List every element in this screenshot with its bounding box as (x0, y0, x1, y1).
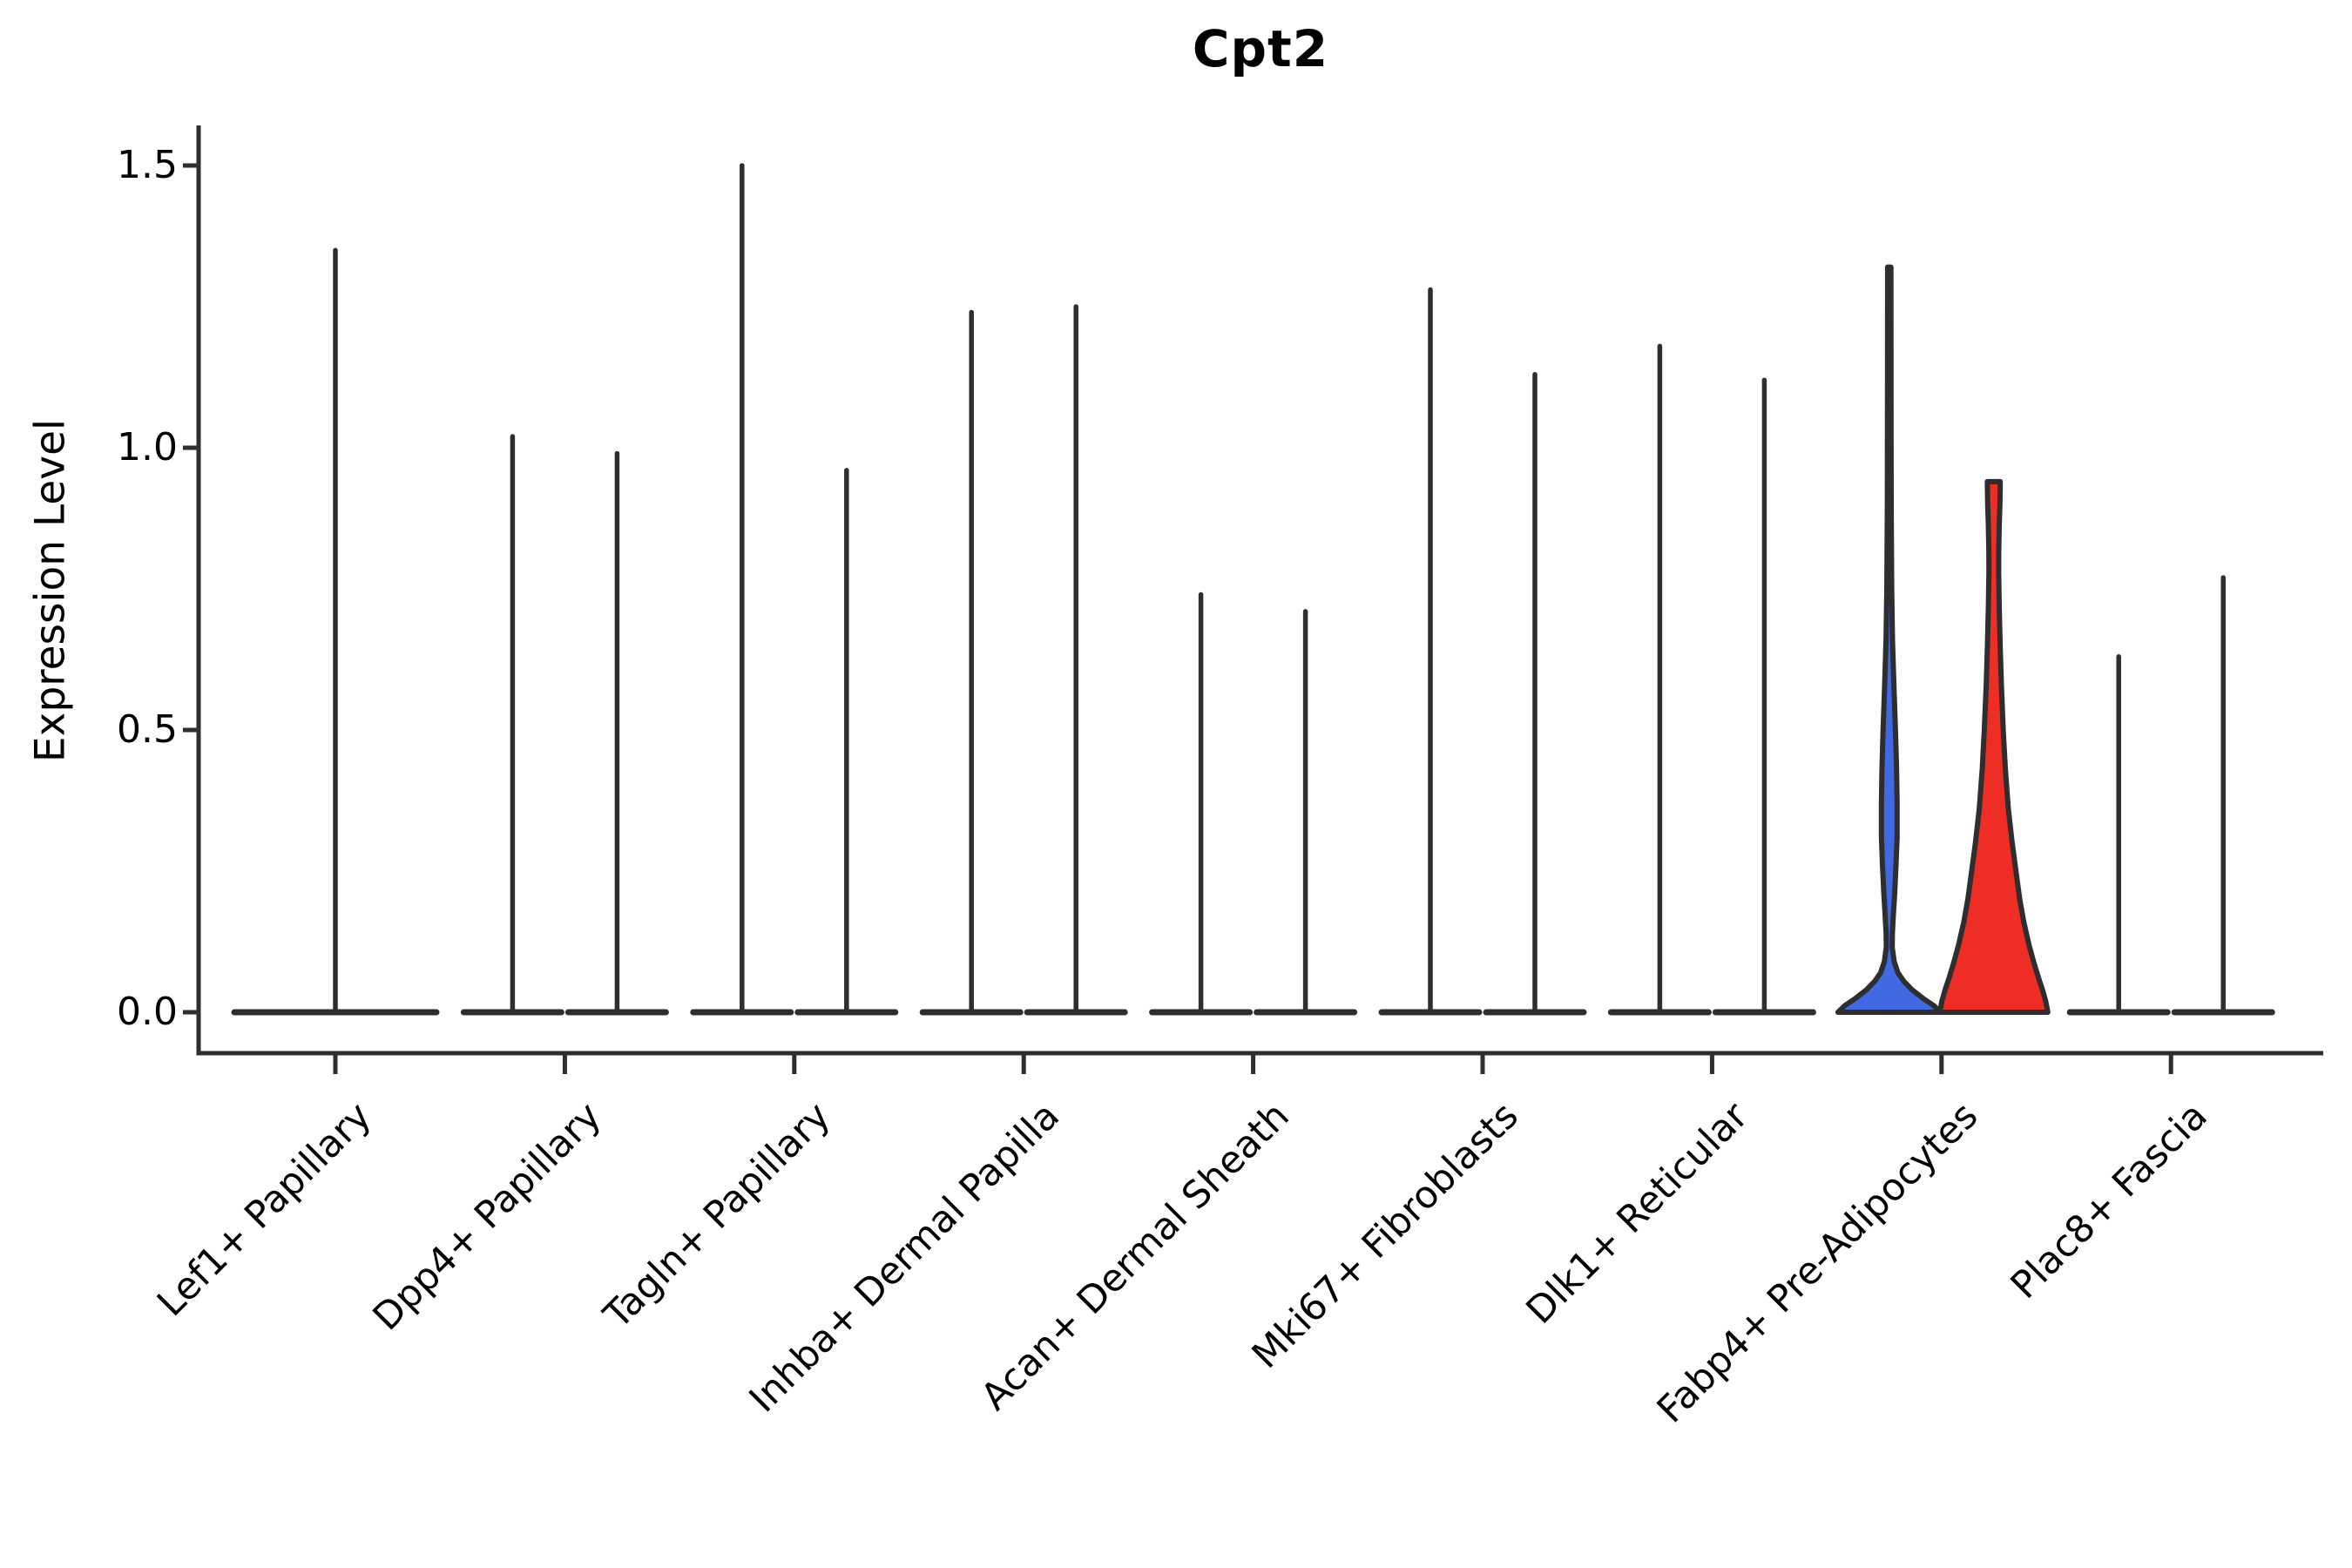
y-tick-label: 0.5 (117, 707, 178, 752)
chart-title: Cpt2 (1192, 19, 1329, 78)
violin-body (1835, 264, 1943, 1015)
violin-body (1936, 478, 2051, 1015)
y-tick-label: 1.0 (117, 425, 178, 470)
y-tick-label: 1.5 (117, 143, 178, 187)
y-tick-label: 0.0 (117, 990, 178, 1034)
